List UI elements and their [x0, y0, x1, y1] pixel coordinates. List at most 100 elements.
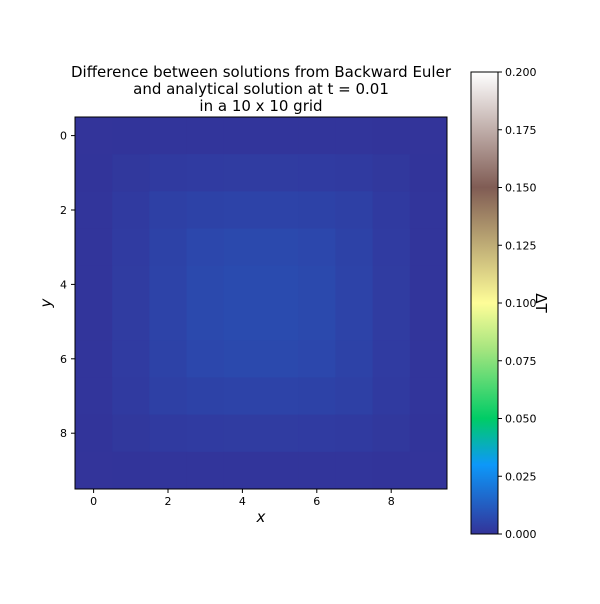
colorbar-tick-label: 0.175 — [505, 124, 537, 137]
heatmap-cell — [372, 340, 411, 378]
heatmap-cell — [186, 303, 225, 341]
heatmap-cell — [75, 154, 113, 192]
heatmap-cell — [409, 451, 448, 490]
heatmap-cell — [149, 117, 188, 155]
heatmap-cell — [261, 451, 299, 490]
heatmap-cell — [335, 377, 374, 416]
heatmap-cell — [223, 154, 262, 192]
y-tick-label: 6 — [60, 353, 67, 366]
heatmap-cell — [409, 265, 448, 304]
heatmap-cell — [223, 414, 262, 453]
heatmap-cell — [261, 303, 299, 341]
heatmap-cell — [223, 117, 262, 155]
heatmap-cell — [112, 154, 150, 192]
heatmap-cell — [112, 340, 150, 378]
heatmap-cell — [186, 117, 225, 155]
heatmap-cell — [112, 451, 150, 490]
colorbar-tick-label: 0.200 — [505, 66, 537, 79]
heatmap-cell — [261, 340, 299, 378]
heatmap-cell — [409, 414, 448, 453]
heatmap-cell — [75, 303, 113, 341]
heatmap-cell — [372, 228, 411, 267]
x-tick-label: 0 — [90, 495, 97, 508]
heatmap-cell — [372, 451, 411, 490]
heatmap-cell — [149, 303, 188, 341]
heatmap-cell — [75, 340, 113, 378]
heatmap-cell — [335, 154, 374, 192]
heatmap-cell — [261, 154, 299, 192]
heatmap-cell — [261, 228, 299, 267]
heatmap-cell — [186, 414, 225, 453]
heatmap-cell — [298, 154, 336, 192]
plot-frame — [74, 116, 448, 490]
chart-title-line-3: in a 10 x 10 grid — [199, 97, 322, 115]
heatmap-cell — [298, 265, 336, 304]
x-tick-label: 8 — [388, 495, 395, 508]
heatmap-cell — [75, 377, 113, 416]
heatmap-cell — [149, 191, 188, 230]
heatmap-cell — [112, 228, 150, 267]
heatmap-cell — [409, 228, 448, 267]
colorbar-tick-label: 0.075 — [505, 355, 537, 368]
heatmap-cell — [112, 303, 150, 341]
x-tick-label: 6 — [313, 495, 320, 508]
heatmap-cell — [75, 414, 113, 453]
heatmap-cell — [298, 377, 336, 416]
heatmap-cell — [112, 191, 150, 230]
heatmap-cell — [186, 451, 225, 490]
x-tick-label: 4 — [239, 495, 246, 508]
y-axis-ticks: 0 2 4 6 8 — [60, 130, 75, 440]
y-tick-label: 0 — [60, 130, 67, 143]
heatmap-cell — [75, 117, 113, 155]
colorbar-tick-label: 0.150 — [505, 182, 537, 195]
heatmap-cell — [335, 191, 374, 230]
heatmap-cell — [149, 451, 188, 490]
heatmap-cell — [335, 117, 374, 155]
y-axis-label: y — [37, 297, 55, 308]
heatmap-cell — [149, 414, 188, 453]
heatmap-cell — [335, 265, 374, 304]
heatmap-cell — [186, 154, 225, 192]
colorbar-tick-label: 0.025 — [505, 470, 537, 483]
heatmap-cell — [223, 303, 262, 341]
heatmap-cell — [149, 265, 188, 304]
heatmap-cell — [261, 265, 299, 304]
heatmap-cell — [149, 340, 188, 378]
heatmap-cell — [372, 414, 411, 453]
heatmap-cell — [298, 414, 336, 453]
heatmap-cell — [223, 228, 262, 267]
heatmap-cell — [409, 191, 448, 230]
heatmap-cell — [223, 340, 262, 378]
heatmap-cells — [75, 117, 448, 490]
heatmap-cell — [149, 377, 188, 416]
heatmap-cell — [75, 451, 113, 490]
heatmap-cell — [409, 340, 448, 378]
heatmap-cell — [298, 228, 336, 267]
heatmap-cell — [186, 228, 225, 267]
colorbar-tick-label: 0.125 — [505, 239, 537, 252]
heatmap-cell — [372, 303, 411, 341]
y-tick-label: 8 — [60, 427, 67, 440]
colorbar-ticks: 0.000 0.025 0.050 0.075 0.100 0.125 0.150 0.175… — [498, 66, 537, 541]
colorbar-tick-label: 0.100 — [505, 297, 537, 310]
heatmap-cell — [186, 191, 225, 230]
heatmap-cell — [372, 377, 411, 416]
heatmap-cell — [223, 451, 262, 490]
heatmap-cell — [409, 303, 448, 341]
heatmap-cell — [335, 414, 374, 453]
heatmap-cell — [372, 117, 411, 155]
x-axis-ticks: 0 2 4 6 8 — [90, 489, 395, 508]
heatmap-cell — [112, 377, 150, 416]
heatmap-cell — [261, 414, 299, 453]
heatmap-cell — [223, 265, 262, 304]
heatmap-cell — [298, 451, 336, 490]
heatmap-cell — [112, 414, 150, 453]
colorbar — [470, 71, 499, 535]
heatmap-cell — [186, 377, 225, 416]
y-tick-label: 2 — [60, 204, 67, 217]
heatmap-cell — [261, 191, 299, 230]
heatmap-cell — [75, 228, 113, 267]
heatmap-cell — [75, 265, 113, 304]
